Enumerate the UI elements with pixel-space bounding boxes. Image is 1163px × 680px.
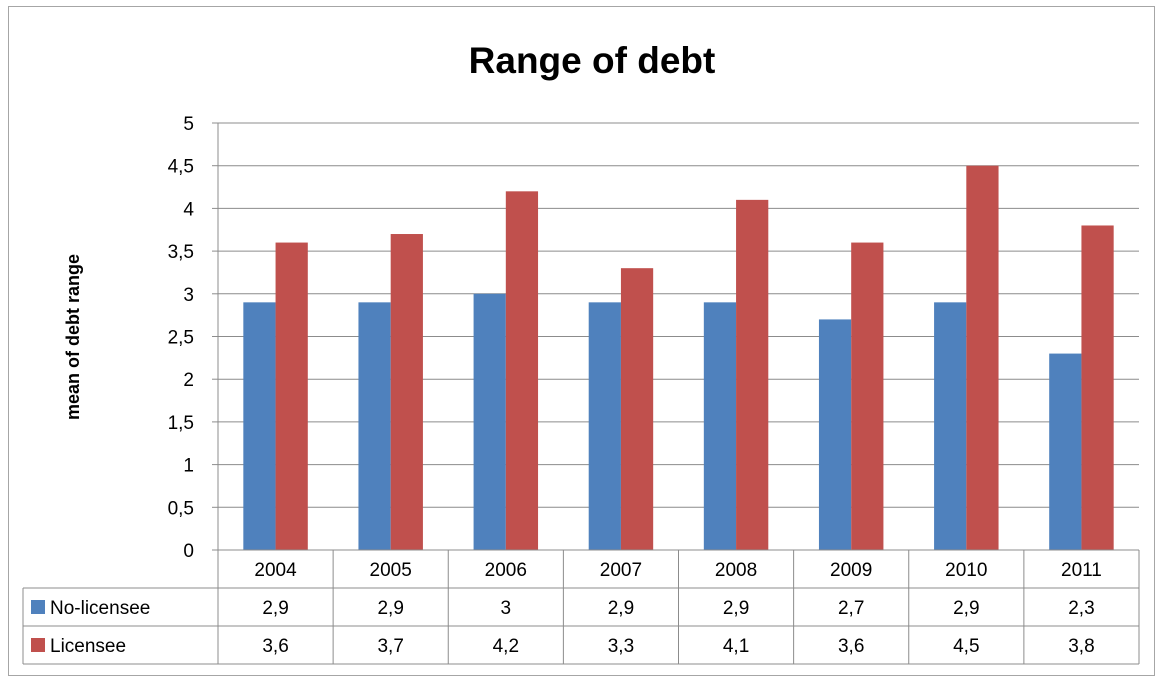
- data-label: 2,9: [608, 598, 634, 619]
- axes: 0 0,5 1 1,5 2 2,5 3 3,5 4 4,5 5: [168, 114, 219, 562]
- y-tick-label: 2,5: [168, 328, 194, 349]
- x-tick-label: 2006: [485, 560, 527, 581]
- bar-no-licensee-2007: [588, 302, 621, 550]
- bar-licensee-2008: [736, 199, 769, 551]
- x-tick-label: 2010: [945, 560, 987, 581]
- y-tick-label: 0: [183, 541, 194, 562]
- x-tick-label: 2008: [715, 560, 757, 581]
- bar-licensee-2007: [620, 268, 654, 550]
- data-label: 3,3: [608, 636, 634, 657]
- y-tick-label: 4: [183, 199, 194, 220]
- x-tick-label: 2004: [254, 560, 297, 581]
- gridlines: [218, 122, 1139, 508]
- legend-swatch: [31, 638, 45, 652]
- data-label: 3: [501, 598, 512, 619]
- bar-licensee-2005: [390, 234, 423, 550]
- y-tick-label: 1,5: [168, 413, 194, 434]
- bar-licensee-2006: [505, 191, 539, 550]
- x-tick-label: 2005: [370, 560, 412, 581]
- bar-no-licensee-2004: [243, 302, 276, 550]
- bar-no-licensee-2009: [818, 319, 852, 550]
- legend-swatch: [31, 600, 45, 614]
- x-tick-label: 2007: [600, 560, 642, 581]
- bar-no-licensee-2011: [1049, 353, 1082, 550]
- chart-title: Range of debt: [469, 40, 716, 81]
- data-label: 3,7: [377, 636, 403, 657]
- data-label: 2,9: [262, 598, 288, 619]
- bar-no-licensee-2008: [703, 302, 737, 550]
- y-tick-label: 1: [183, 456, 194, 477]
- y-tick-label: 5: [183, 114, 194, 135]
- y-tick-label: 3: [183, 285, 194, 306]
- x-tick-label: 2011: [1061, 560, 1102, 581]
- y-tick-label: 3,5: [168, 242, 194, 263]
- y-tick-label: 4,5: [168, 157, 194, 178]
- data-label: 4,2: [493, 636, 519, 657]
- data-label: 3,6: [838, 636, 864, 657]
- data-label: 2,9: [953, 598, 979, 619]
- data-label: 3,8: [1068, 636, 1094, 657]
- bar-no-licensee-2005: [358, 302, 391, 550]
- data-label: 2,7: [838, 598, 864, 619]
- y-tick-label: 2: [183, 370, 194, 391]
- bar-licensee-2011: [1081, 225, 1114, 551]
- bar-no-licensee-2006: [473, 293, 506, 550]
- data-table: 2004 2005 2006 2007 2008 2009 2010 2011 No-licen…: [22, 549, 1140, 665]
- legend-label: No-licensee: [50, 598, 150, 619]
- data-label: 4,5: [953, 636, 979, 657]
- y-tick-label: 0,5: [168, 498, 194, 519]
- data-label: 2,9: [377, 598, 403, 619]
- data-label: 2,9: [723, 598, 749, 619]
- data-label: 4,1: [723, 636, 749, 657]
- x-tick-label: 2009: [830, 560, 872, 581]
- bar-licensee-2004: [275, 242, 308, 550]
- y-axis-label: mean of debt range: [63, 254, 83, 420]
- bar-licensee-2009: [851, 242, 884, 550]
- bar-licensee-2010: [966, 165, 999, 550]
- bars: [243, 165, 1114, 551]
- data-label: 2,3: [1068, 598, 1094, 619]
- bar-no-licensee-2010: [934, 302, 967, 550]
- data-label: 3,6: [262, 636, 288, 657]
- legend-label: Licensee: [50, 636, 126, 657]
